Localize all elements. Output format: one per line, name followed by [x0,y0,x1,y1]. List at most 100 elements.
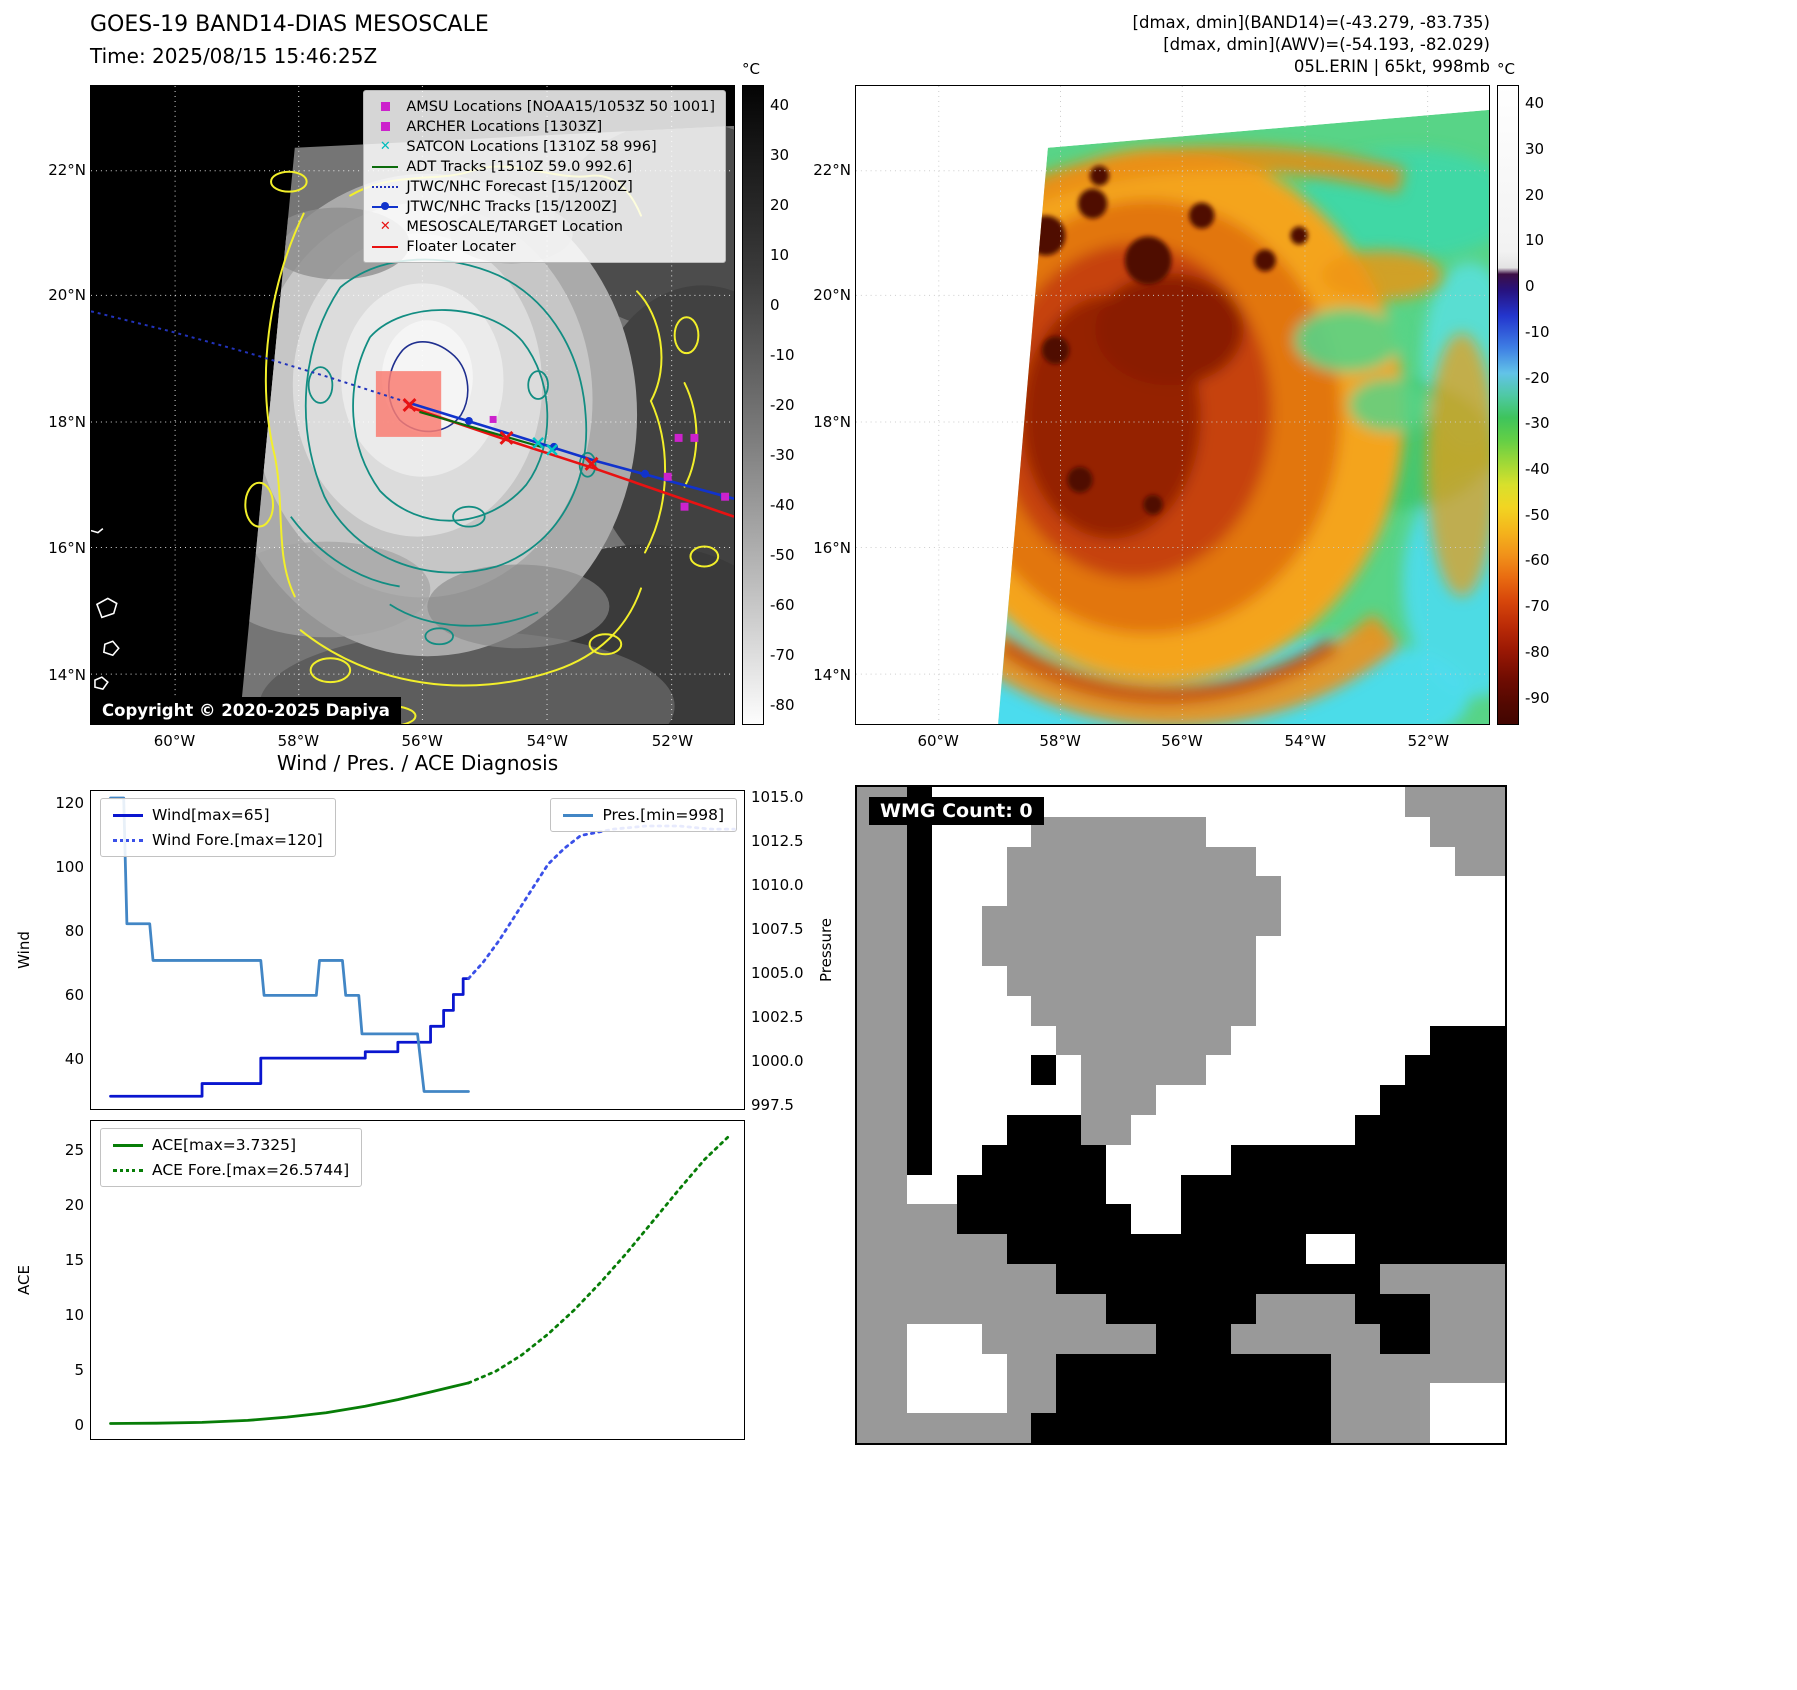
wmg-cell [1230,876,1256,907]
wmg-cell [1056,816,1082,847]
ace-plot [109,1136,730,1425]
wmg-cell [1255,1383,1281,1414]
wmg-cell [1255,787,1281,817]
wmg-cell [1156,1234,1181,1265]
wmg-cell [1330,1115,1356,1145]
lat-tick-label: 20°N [48,285,86,304]
wmg-cell [881,1293,907,1324]
wmg-cell [1081,936,1107,966]
wmg-cell [1180,1115,1206,1145]
series-ace [109,1381,470,1425]
wmg-cell [1106,876,1132,907]
wmg-cell [906,1204,932,1235]
target-x-icon: ✕ [379,219,391,234]
wmg-cell [956,1264,982,1294]
wmg-cell [857,1293,882,1324]
wmg-cell [1455,1383,1481,1414]
wmg-cell [1081,1115,1107,1145]
wmg-cell [1131,1085,1157,1115]
wmg-cell [1355,936,1381,966]
wmg-cell [1405,1025,1431,1056]
wmg-cell [906,1144,932,1175]
wmg-cell [881,1353,907,1384]
wmg-cell [1056,1264,1082,1294]
legend-label: MESOSCALE/TARGET Location [406,218,623,235]
wmg-cell [1280,816,1306,847]
series-wind-fore- [467,824,736,981]
wmg-cell [1031,846,1057,877]
wmg-cell [1006,1025,1032,1056]
wmg-cell [1180,1204,1206,1235]
wmg-cell [1330,1174,1356,1205]
colorbar-tick-label: -30 [1525,414,1550,433]
wmg-cell [931,1174,957,1205]
colorbar-tick-label: -40 [770,496,795,514]
wmg-cell [1405,1293,1431,1324]
wmg-cell [1031,1323,1057,1354]
wmg-cell [1380,1383,1406,1414]
wmg-cell [1280,1144,1306,1175]
wmg-cell [1230,1383,1256,1414]
timestamp: Time: 2025/08/15 15:46:25Z [90,44,378,68]
wmg-cell [1230,1234,1256,1265]
wmg-cell [1330,1413,1356,1443]
wmg-cell [931,1413,957,1443]
wmg-cell [1380,1293,1406,1324]
wmg-cell [1380,846,1406,877]
y-tick-label: 1012.5 [751,831,804,850]
left-tick-labels: 120 100 80 60 40 25 20 15 10 5 0 [18,745,84,1460]
legend-item: JTWC/NHC Forecast [15/1200Z] [372,177,715,196]
pressure-axis-label: Pressure [817,917,835,983]
wmg-cell [857,1025,882,1056]
wmg-cell [1480,1264,1505,1294]
wmg-cell [1106,1323,1132,1354]
lat-tick-label: 14°N [813,666,851,685]
wmg-cell [1180,1383,1206,1414]
wmg-cell [1031,1144,1057,1175]
wmg-cell [857,995,882,1026]
track-line-dot-icon [372,202,399,211]
wmg-cell [1480,1413,1505,1443]
wmg-cell [1480,1174,1505,1205]
colorbar-tick-label: -30 [770,446,795,464]
wmg-cell [857,1055,882,1086]
wmg-cell [1156,846,1181,877]
colorbar-tick-label: -70 [770,646,795,664]
wmg-cell [1430,1174,1456,1205]
wmg-cell [1131,1204,1157,1235]
wmg-cell [881,965,907,996]
wmg-cell [1081,846,1107,877]
wmg-cell [1205,1204,1231,1235]
wmg-cell [857,1115,882,1145]
wmg-cell [1380,1264,1406,1294]
legend-item: ACE[max=3.7325] [113,1136,349,1154]
wmg-cell [1280,1413,1306,1443]
wind-legend: Wind[max=65] Wind Fore.[max=120] [100,798,336,857]
wmg-cell [1405,846,1431,877]
band14-colorbar [742,85,764,725]
wmg-cell [956,936,982,966]
colorbar-unit-right: °C [1497,60,1515,78]
wmg-cell [1056,965,1082,996]
wmg-cell [1355,787,1381,817]
legend-label: Wind[max=65] [152,806,270,824]
wmg-cell [1156,995,1181,1026]
wmg-cell [1430,995,1456,1026]
wmg-cell [1205,1323,1231,1354]
wmg-cell [1230,1025,1256,1056]
wmg-cell [1205,846,1231,877]
wmg-cell [1430,1085,1456,1115]
wmg-cell [1280,1264,1306,1294]
wmg-cell [1205,1293,1231,1324]
wmg-cell [1056,1115,1082,1145]
wmg-cell [1355,1323,1381,1354]
wmg-cell [1230,1085,1256,1115]
colorbar-tick-label: 40 [1525,94,1545,113]
wmg-cell [981,1115,1007,1145]
legend-line-icon [113,1143,143,1147]
wmg-cell [1205,816,1231,847]
band14-colorbar-ticks: 40 30 20 10 0 -10 -20 -30 -40 -50 -60 -70 -80 [770,85,824,725]
wmg-cell [1180,1025,1206,1056]
wmg-cell [1455,1085,1481,1115]
wmg-cell [1280,936,1306,966]
